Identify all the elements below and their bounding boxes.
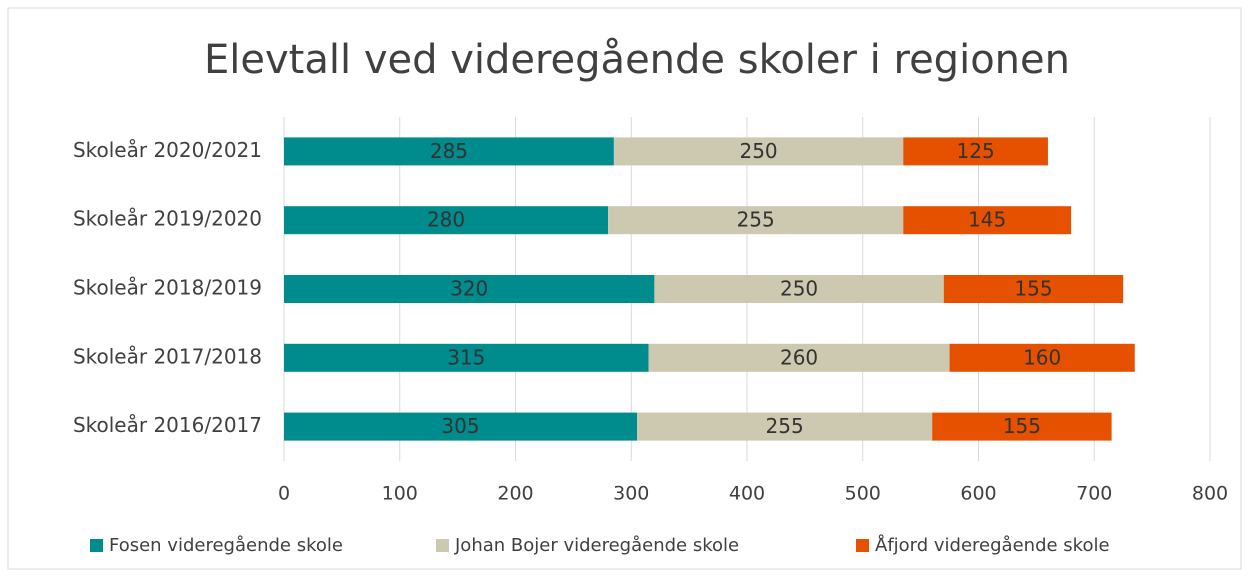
x-tick-label: 700 [1076,483,1112,505]
x-tick-label: 200 [497,483,533,505]
data-label: 320 [450,277,488,301]
bar-segment [284,275,655,303]
bar-segment [932,412,1112,441]
bar-segment [903,206,1072,235]
bar-segment [284,137,614,166]
data-label: 250 [739,139,777,163]
bar-segment [613,137,904,166]
data-label: 125 [957,139,995,163]
legend-label: Fosen videregående skole [109,535,343,556]
data-label: 155 [1003,414,1041,438]
data-label: 285 [430,139,468,163]
bar-segment [943,275,1124,303]
data-label: 280 [427,208,465,232]
data-label: 260 [780,345,818,369]
x-tick-label: 800 [1192,483,1228,505]
data-label: 160 [1023,345,1061,369]
y-tick-label: Skoleår 2016/2017 [73,413,262,437]
data-label: 305 [441,414,479,438]
y-tick-label: Skoleår 2017/2018 [73,344,262,368]
legend-label: Johan Bojer videregående skole [454,535,739,556]
data-label: 250 [780,277,818,301]
bar-segment [903,137,1048,166]
bar-segment [284,343,649,372]
y-tick-label: Skoleår 2019/2020 [73,207,262,231]
x-tick-label: 100 [382,483,418,505]
legend-swatch [436,539,449,552]
bar-segment [648,343,950,372]
x-tick-label: 600 [960,483,996,505]
data-label: 255 [766,414,804,438]
bar-segment [284,206,609,235]
bar-segment [637,412,933,441]
data-label: 255 [737,208,775,232]
bar-segment [949,343,1135,372]
bar-segment [608,206,904,235]
y-tick-label: Skoleår 2020/2021 [73,138,262,162]
legend-swatch [90,539,103,552]
x-tick-label: 400 [729,483,765,505]
x-tick-label: 300 [613,483,649,505]
data-label: 155 [1014,277,1052,301]
data-label: 315 [447,345,485,369]
y-tick-label: Skoleår 2018/2019 [73,276,262,300]
data-label: 145 [968,208,1006,232]
x-tick-label: 0 [278,483,290,505]
bar-segment [654,275,944,303]
chart-title: Elevtall ved videregående skoler i regio… [204,37,1070,83]
legend-swatch [856,539,869,552]
legend-label: Åfjord videregående skole [875,534,1110,556]
x-tick-label: 500 [845,483,881,505]
bar-segment [284,412,638,441]
